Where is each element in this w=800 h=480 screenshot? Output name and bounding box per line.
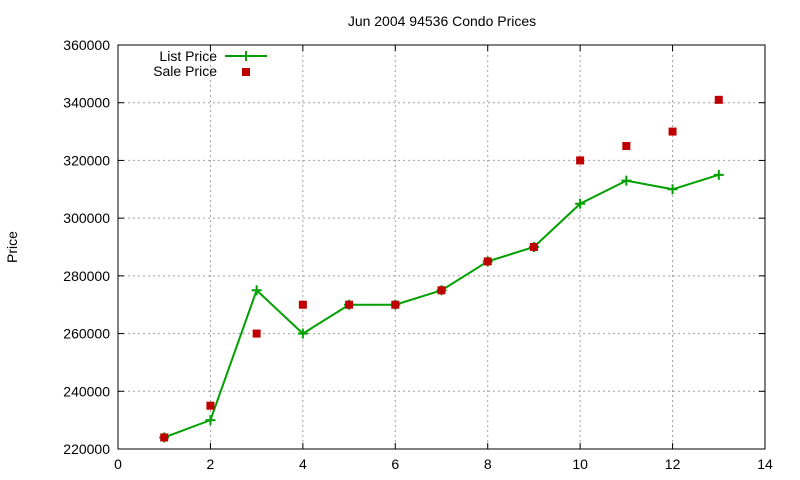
y-axis-label: Price [4, 231, 20, 263]
chart-title: Jun 2004 94536 Condo Prices [348, 13, 536, 29]
x-tick-label: 6 [391, 456, 399, 472]
y-tick-label: 300000 [63, 210, 110, 226]
y-tick-label: 220000 [63, 441, 110, 457]
sale-price-point [576, 156, 585, 165]
legend-label-sale-price: Sale Price [153, 63, 217, 79]
sale-price-point [714, 95, 723, 104]
x-tick-label: 0 [114, 456, 122, 472]
y-tick-label: 360000 [63, 37, 110, 53]
sale-price-point [206, 401, 215, 410]
list-price-line [163, 173, 720, 439]
list-price-point [205, 415, 216, 426]
list-price-point [297, 328, 308, 339]
sale-price-point [437, 286, 446, 295]
sale-price-point [345, 300, 354, 309]
y-tick-label: 340000 [63, 95, 110, 111]
sale-price-point [298, 300, 307, 309]
sale-price-point [622, 142, 631, 150]
list-price-point [667, 184, 678, 195]
sale-price-point [160, 433, 169, 442]
x-tick-label: 14 [757, 456, 773, 472]
x-tick-label: 12 [665, 456, 681, 472]
y-tick-label: 320000 [63, 152, 110, 168]
y-tick-label: 240000 [63, 383, 110, 399]
sale-price-point [483, 257, 492, 266]
y-tick-label: 260000 [63, 326, 110, 342]
plot-frame [117, 44, 766, 450]
x-tick-label: 2 [207, 456, 215, 472]
list-price-point [621, 175, 632, 186]
x-tick-label: 8 [484, 456, 492, 472]
grid [118, 45, 765, 449]
sale-price-point [668, 127, 677, 136]
list-price-point [251, 285, 262, 296]
x-tick-label: 4 [299, 456, 307, 472]
axis-ticks: 0 2 4 6 8 10 12 14 220000 240000 260000 280000 30000… [63, 37, 773, 472]
legend-marker-sale-price [242, 68, 250, 76]
sale-price-point [252, 329, 261, 338]
x-tick-label: 10 [572, 456, 588, 472]
list-price-point [713, 169, 724, 180]
sale-price-point [391, 300, 400, 309]
y-tick-label: 280000 [63, 268, 110, 284]
list-price-point [575, 198, 586, 209]
legend-label-list-price: List Price [159, 48, 217, 64]
series [159, 95, 724, 443]
sale-price-point [529, 243, 538, 251]
